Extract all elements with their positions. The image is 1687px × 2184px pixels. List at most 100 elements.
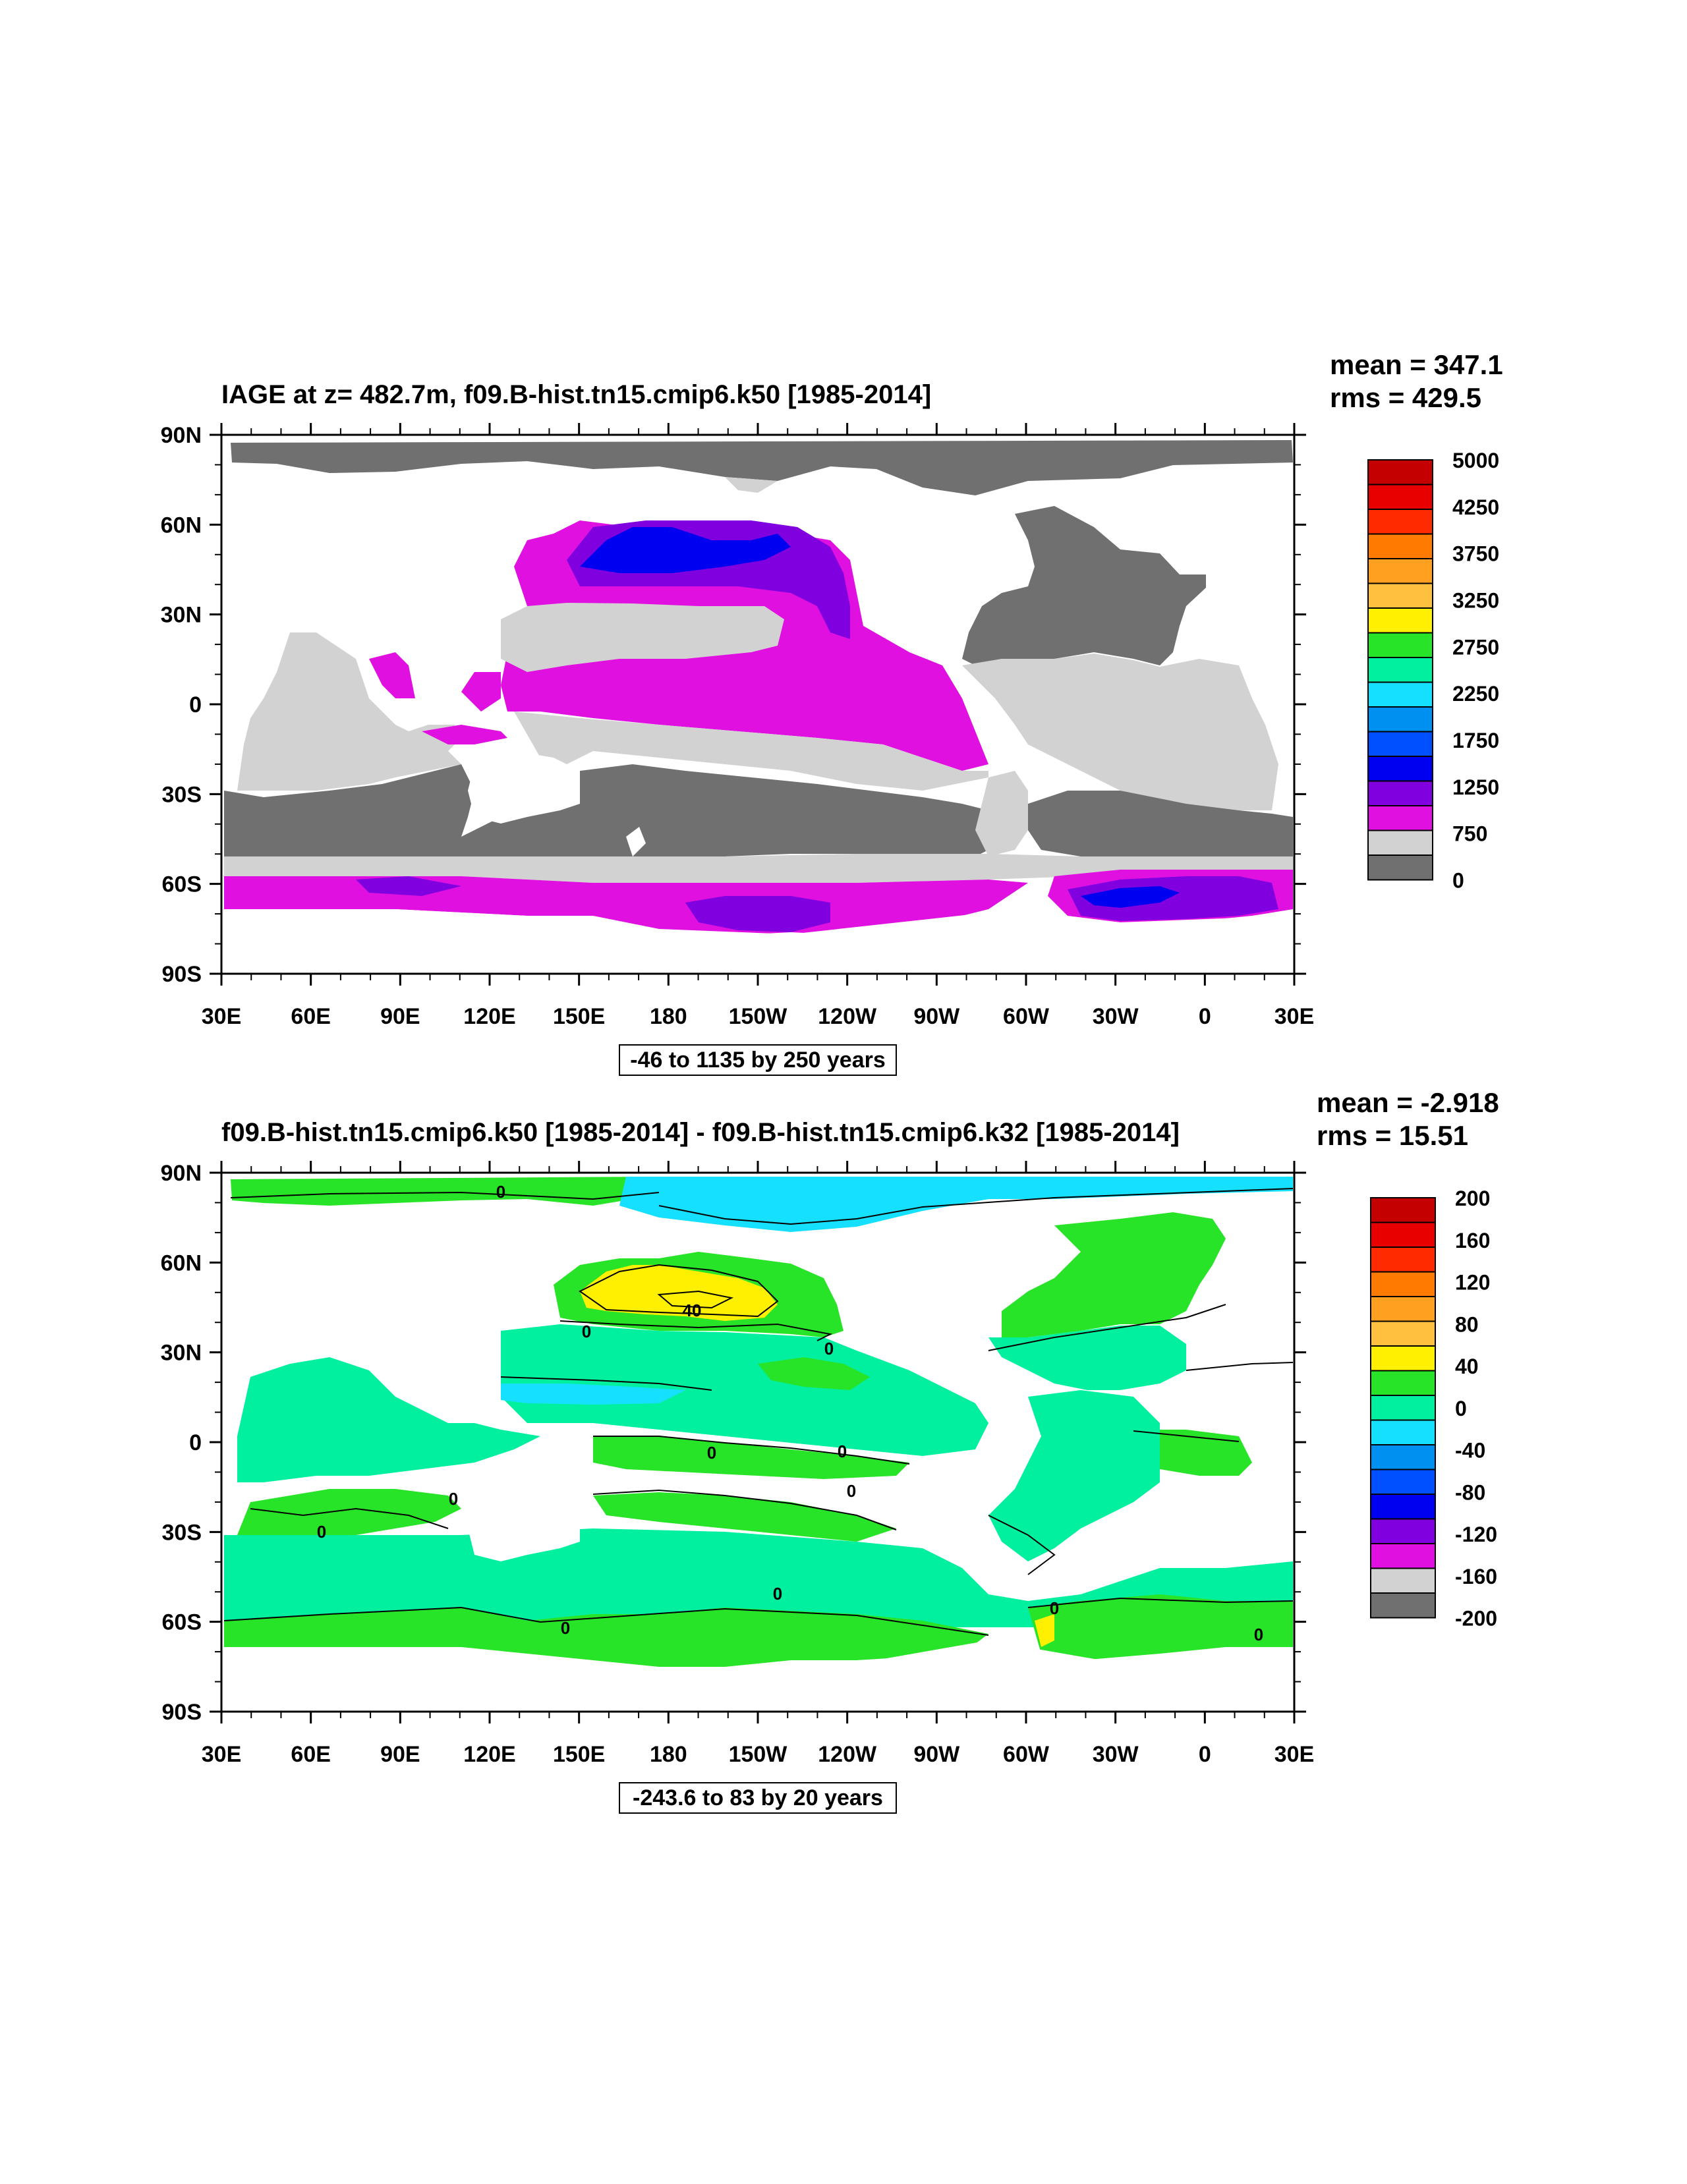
colorbar-label: 5000 xyxy=(1452,449,1499,472)
panel-1-map xyxy=(221,435,1294,974)
colorbar-swatch xyxy=(1370,1543,1436,1569)
colorbar-label: 1750 xyxy=(1452,729,1499,752)
colorbar-label: -200 xyxy=(1455,1607,1497,1631)
panel-1-title: IAGE at z= 482.7m, f09.B-hist.tn15.cmip6… xyxy=(221,380,931,409)
colorbar-label: 80 xyxy=(1455,1312,1479,1336)
lon-tick-label: 30E xyxy=(1274,1004,1315,1029)
lon-tick-label: 90W xyxy=(913,1742,960,1767)
lat-tick-label: 90N xyxy=(161,1161,202,1186)
panel-2-map: 0 0 40 0 0 0 0 0 0 0 0 0 0 xyxy=(221,1173,1294,1712)
colorbar-label: 160 xyxy=(1455,1229,1490,1252)
lon-tick-label: 90W xyxy=(913,1004,960,1029)
colorbar-label: -160 xyxy=(1455,1565,1497,1588)
lon-tick-label: 30E xyxy=(202,1742,242,1767)
panel-2: f09.B-hist.tn15.cmip6.k50 [1985-2014] - … xyxy=(161,1087,1499,1814)
colorbar-label: 2750 xyxy=(1452,635,1499,659)
lon-tick-label: 150W xyxy=(729,1004,788,1029)
lat-tick-label: 30N xyxy=(161,1341,202,1366)
lon-tick-label: 30W xyxy=(1093,1742,1139,1767)
panel-1-mean: mean = 347.1 xyxy=(1330,349,1503,380)
contour-label: 0 xyxy=(838,1442,847,1461)
colorbar-swatch xyxy=(1367,484,1433,510)
panel-1: IAGE at z= 482.7m, f09.B-hist.tn15.cmip6… xyxy=(161,349,1503,1076)
colorbar-swatch xyxy=(1367,558,1433,584)
lon-tick-label: 30W xyxy=(1093,1004,1139,1029)
lon-tick-label: 150E xyxy=(553,1742,605,1767)
lat-tick-label: 30S xyxy=(162,1520,202,1545)
colorbar-swatch xyxy=(1370,1197,1436,1223)
contour-label: 0 xyxy=(1050,1598,1059,1618)
colorbar-swatch xyxy=(1367,681,1433,708)
colorbar-swatch xyxy=(1367,632,1433,658)
lon-tick-label: 0 xyxy=(1199,1742,1211,1767)
colorbar-label: 1250 xyxy=(1452,775,1499,799)
colorbar-swatch xyxy=(1367,731,1433,757)
colorbar-swatch xyxy=(1370,1296,1436,1322)
colorbar-label: 200 xyxy=(1455,1187,1490,1210)
lon-tick-label: 30E xyxy=(202,1004,242,1029)
colorbar-swatch xyxy=(1367,657,1433,683)
colorbar-swatch xyxy=(1370,1320,1436,1347)
lon-tick-label: 0 xyxy=(1199,1004,1211,1029)
lat-tick-label: 30S xyxy=(162,782,202,807)
lon-tick-label: 120E xyxy=(463,1004,515,1029)
panel-2-range-label: -243.6 to 83 by 20 years xyxy=(633,1785,883,1810)
panel-2-colorbar: 200 160 120 80 40 0 -40 -80 -120 -160 -200 xyxy=(1370,1187,1497,1631)
colorbar-label: 4250 xyxy=(1452,495,1499,519)
colorbar-label: 0 xyxy=(1452,869,1464,893)
lon-tick-label: 180 xyxy=(650,1004,687,1029)
colorbar-swatch xyxy=(1370,1518,1436,1544)
colorbar-swatch xyxy=(1367,854,1433,881)
colorbar-label: 3750 xyxy=(1452,542,1499,566)
colorbar-swatch xyxy=(1367,780,1433,806)
contour-label: 0 xyxy=(707,1443,716,1463)
colorbar-label: 3250 xyxy=(1452,589,1499,613)
lon-tick-label: 90E xyxy=(380,1004,420,1029)
colorbar-swatch xyxy=(1370,1221,1436,1248)
panel-1-colorbar: 5000 4250 3750 3250 2750 2250 1750 1250 750 0 xyxy=(1367,449,1499,893)
colorbar-label: -120 xyxy=(1455,1523,1497,1546)
contour-label: 0 xyxy=(773,1584,782,1604)
lon-tick-label: 120W xyxy=(818,1742,877,1767)
colorbar-swatch xyxy=(1367,459,1433,486)
lat-tick-label: 90N xyxy=(161,423,202,448)
panel-2-title: f09.B-hist.tn15.cmip6.k50 [1985-2014] - … xyxy=(221,1118,1180,1147)
lat-tick-label: 60S xyxy=(162,1610,202,1635)
panel-2-range-box xyxy=(619,1782,897,1814)
panel-1-range-label: -46 to 1135 by 250 years xyxy=(630,1048,886,1073)
panel-1-range-box xyxy=(619,1044,897,1076)
contour-label: 0 xyxy=(847,1481,856,1501)
colorbar-swatch xyxy=(1370,1370,1436,1396)
colorbar-swatch xyxy=(1367,829,1433,856)
lon-tick-label: 150W xyxy=(729,1742,788,1767)
colorbar-swatch xyxy=(1370,1494,1436,1520)
lon-tick-label: 60E xyxy=(291,1004,331,1029)
colorbar-label: 40 xyxy=(1455,1355,1479,1378)
lon-tick-label: 120W xyxy=(818,1004,877,1029)
contour-label: 0 xyxy=(561,1618,570,1638)
colorbar-label: 0 xyxy=(1455,1397,1467,1420)
colorbar-swatch xyxy=(1370,1395,1436,1421)
panel-1-rms: rms = 429.5 xyxy=(1330,382,1481,413)
contour-label: 0 xyxy=(496,1182,505,1202)
colorbar-swatch xyxy=(1370,1246,1436,1273)
colorbar-label: -40 xyxy=(1455,1439,1485,1463)
contour-label: 0 xyxy=(1254,1625,1263,1644)
panel-2-contour-labels: 0 0 40 0 0 0 0 0 0 0 0 0 0 xyxy=(317,1182,1263,1644)
lat-tick-label: 60N xyxy=(161,513,202,538)
colorbar-label: 120 xyxy=(1455,1271,1490,1295)
lat-tick-label: 0 xyxy=(189,692,202,717)
lon-tick-label: 60W xyxy=(1003,1004,1050,1029)
lon-tick-label: 30E xyxy=(1274,1742,1315,1767)
lat-tick-label: 90S xyxy=(162,962,202,987)
lon-tick-label: 150E xyxy=(553,1004,605,1029)
lon-tick-label: 60W xyxy=(1003,1742,1050,1767)
colorbar-label: -80 xyxy=(1455,1480,1485,1504)
colorbar-swatch xyxy=(1370,1567,1436,1594)
contour-label: 0 xyxy=(317,1522,326,1542)
contour-label: 0 xyxy=(449,1489,458,1509)
lat-tick-label: 30N xyxy=(161,603,202,628)
colorbar-swatch xyxy=(1370,1271,1436,1297)
lon-tick-label: 120E xyxy=(463,1742,515,1767)
